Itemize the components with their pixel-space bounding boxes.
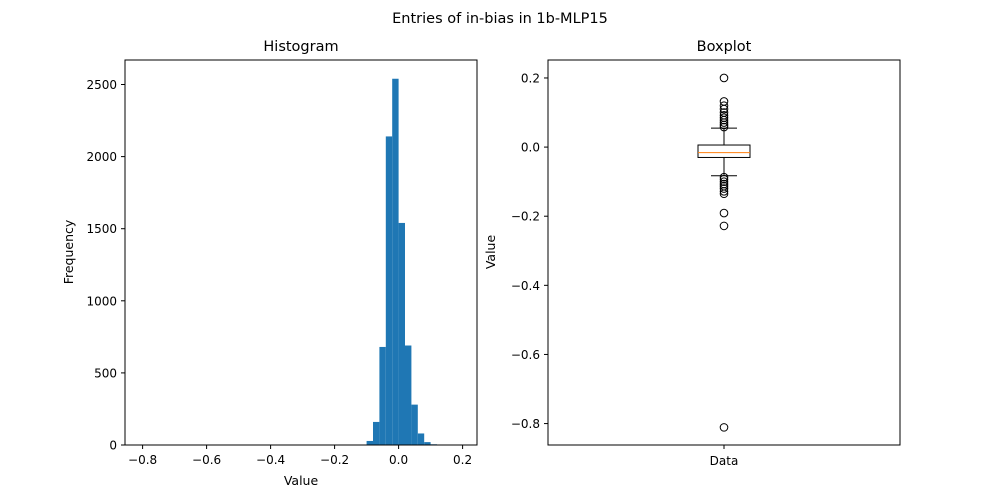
- boxplot-y-tick-label: −0.6: [511, 348, 540, 362]
- histogram-bars: [360, 78, 437, 446]
- boxplot-glyph: [697, 73, 751, 432]
- histogram-y-label: Frequency: [61, 219, 76, 284]
- boxplot-outlier-point: [719, 115, 729, 125]
- boxplot-y-tick-label: −0.4: [511, 279, 540, 293]
- histogram-y-tick-label: 2500: [86, 78, 117, 92]
- boxplot-outlier-point: [719, 221, 729, 231]
- histogram-y-tick-label: 1000: [86, 294, 117, 308]
- histogram-x-label: Value: [284, 473, 319, 488]
- boxplot-y-label: Value: [483, 235, 498, 270]
- boxplot-panel: Boxplot −0.8 −0.6 −0.4 −0.2 0.0 0.2 Data Valu…: [483, 39, 901, 468]
- boxplot-title: Boxplot: [697, 39, 752, 55]
- histogram-y-tick-label: 500: [94, 366, 117, 380]
- histogram-x-tick-label: 0.0: [389, 453, 408, 467]
- histogram-x-tick-label: −0.6: [192, 453, 221, 467]
- boxplot-outlier-point: [719, 172, 729, 182]
- figure-suptitle: Entries of in-bias in 1b-MLP15: [392, 11, 608, 27]
- histogram-axes-frame: [124, 59, 478, 446]
- boxplot-outlier-point: [719, 184, 729, 193]
- histogram-y-tick-label: 1500: [86, 222, 117, 236]
- boxplot-y-tick-label: −0.2: [511, 210, 540, 224]
- boxplot-y-tick-label: 0.2: [521, 71, 540, 85]
- histogram-x-tick-label: 0.2: [453, 453, 472, 467]
- histogram-bar: [392, 78, 399, 446]
- histogram-y-tick-label: 0: [109, 439, 117, 453]
- histogram-bar: [424, 442, 431, 445]
- boxplot-box: [697, 144, 751, 158]
- histogram-bar: [373, 421, 380, 445]
- boxplot-axes-frame: [547, 59, 901, 446]
- boxplot-x-tick-label: Data: [710, 454, 739, 468]
- histogram-bar: [417, 433, 425, 445]
- histogram-x-tick-label: −0.8: [128, 453, 157, 467]
- boxplot-outlier-point: [719, 101, 729, 110]
- boxplot-y-axis-ticks: −0.8 −0.6 −0.4 −0.2 0.0 0.2: [511, 71, 548, 431]
- boxplot-outlier-point: [719, 118, 729, 127]
- boxplot-outlier-point: [719, 208, 729, 218]
- boxplot-y-tick-label: −0.8: [511, 417, 540, 431]
- histogram-bar: [411, 404, 418, 445]
- boxplot-outlier-point: [719, 177, 729, 186]
- histogram-x-tick-label: −0.2: [320, 453, 349, 467]
- histogram-bar: [398, 222, 405, 445]
- boxplot-x-axis-ticks: Data: [710, 445, 739, 468]
- boxplot-y-tick-label: 0.0: [521, 141, 540, 155]
- boxplot-outlier-point: [719, 189, 729, 199]
- histogram-y-tick-label: 2000: [86, 150, 117, 164]
- histogram-bar: [366, 440, 373, 445]
- boxplot-outlier-point: [719, 73, 729, 83]
- boxplot-outlier-point: [719, 423, 729, 432]
- histogram-bar: [385, 136, 393, 445]
- histogram-bar: [379, 346, 386, 445]
- histogram-bar: [405, 345, 412, 445]
- histogram-y-axis-ticks: 0 500 1000 1500 2000 2500: [86, 78, 125, 453]
- boxplot-outlier-point: [719, 120, 729, 130]
- histogram-x-axis-ticks: −0.8 −0.6 −0.4 −0.2 0.0 0.2: [128, 445, 472, 467]
- histogram-panel: Histogram −0.8 −0.6 −0.4 −0.2 0.0 0.2 0 500 100…: [61, 39, 478, 488]
- boxplot-outlier-point: [719, 174, 729, 184]
- boxplot-outlier-point: [719, 187, 729, 196]
- histogram-x-tick-label: −0.4: [256, 453, 285, 467]
- boxplot-outlier-point: [719, 122, 729, 132]
- boxplot-outlier-point: [719, 104, 729, 114]
- histogram-title: Histogram: [263, 39, 338, 55]
